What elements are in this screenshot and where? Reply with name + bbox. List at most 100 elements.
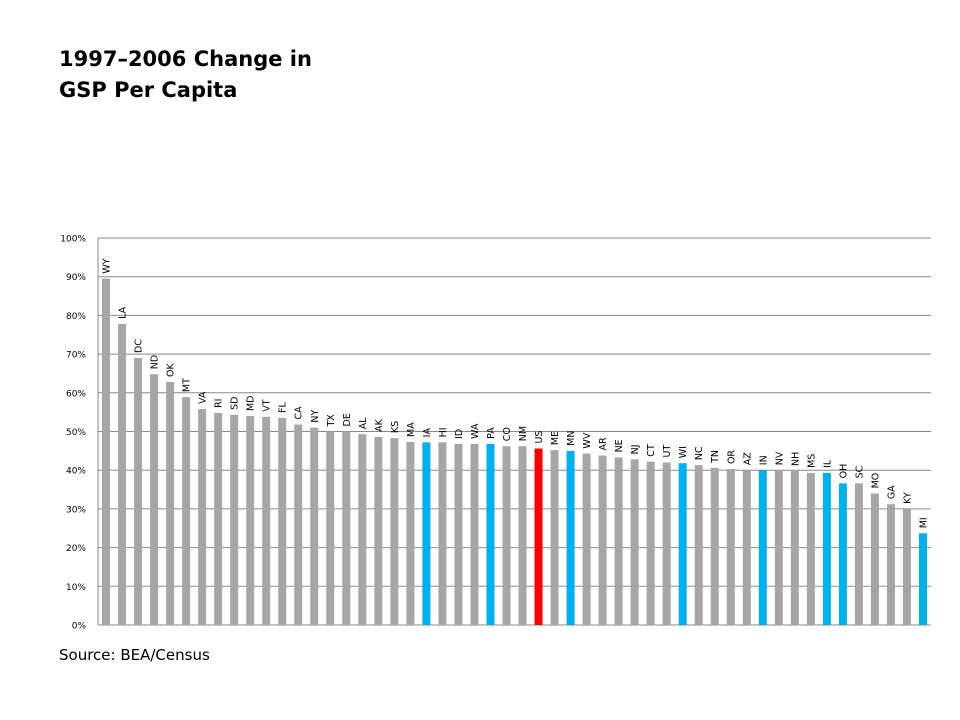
bar-nh [790,470,799,625]
bar-label-ut: UT [662,445,673,458]
bar-in [758,470,767,625]
y-tick-label: 20% [66,544,86,554]
bar-wa [470,443,479,625]
bar-wy [102,278,111,625]
bar-label-wy: WY [102,258,113,273]
bar-label-ne: NE [614,439,625,452]
bar-tx [326,431,335,625]
bar-sc [854,483,863,625]
bar-label-nj: NJ [630,444,641,454]
bar-label-hi: HI [438,427,449,437]
bar-id [454,443,463,625]
bar-me [550,450,559,625]
bar-ok [166,381,175,625]
bar-label-nd: ND [150,355,161,369]
bar-al [358,434,367,625]
bar-label-va: VA [198,391,209,404]
bar-label-nc: NC [694,446,705,460]
bar-label-md: MD [246,396,257,412]
bar-mo [870,493,879,625]
bar-wi [678,463,687,625]
chart-title-line-2: GSP Per Capita [59,78,238,102]
bar-hi [438,442,447,625]
bar-vt [262,416,271,625]
bar-de [342,431,351,625]
bar-label-ga: GA [886,485,897,499]
bar-or [726,469,735,625]
bar-mi [918,533,927,625]
bar-la [118,323,127,625]
bar-label-in: IN [758,455,769,465]
bar-ms [806,472,815,625]
bar-label-wv: WV [582,432,593,448]
bar-label-dc: DC [134,339,145,353]
bar-label-mn: MN [566,431,577,446]
bar-ar [598,455,607,625]
y-tick-label: 10% [66,583,86,593]
chart-title-line-1: 1997–2006 Change in [59,47,312,71]
bar-az [742,470,751,625]
bar-ut [662,462,671,625]
bar-label-vt: VT [262,399,273,411]
bar-md [246,416,255,625]
bar-label-ms: MS [806,454,817,468]
bar-label-nm: NM [518,426,529,441]
bar-label-sc: SC [854,465,865,478]
y-tick-label: 0% [72,622,87,632]
bar-ks [390,438,399,625]
bar-label-ia: IA [422,428,433,438]
bar-label-az: AZ [742,452,753,465]
bar-label-id: ID [454,429,465,439]
bar-nd [150,374,159,625]
bar-label-tn: TN [710,450,721,464]
y-tick-label: 40% [66,467,86,477]
bar-label-sd: SD [230,396,241,409]
source-note: Source: BEA/Census [59,646,210,664]
bar-label-tx: TX [326,414,337,428]
bar-label-nv: NV [774,451,785,465]
bar-label-co: CO [502,427,513,441]
bar-label-ky: KY [902,492,913,504]
bar-label-ma: MA [406,422,417,437]
y-tick-label: 60% [66,389,86,399]
bar-label-il: IL [822,459,833,468]
y-tick-label: 70% [66,351,86,361]
bar-label-oh: OH [838,464,849,479]
bar-mn [566,450,575,625]
bar-us [534,448,543,625]
bar-label-al: AL [358,417,369,429]
bar-dc [134,357,143,625]
bar-il [822,472,831,625]
bar-label-ny: NY [310,410,321,423]
bar-label-ca: CA [294,406,305,420]
bar-label-ks: KS [390,421,401,433]
bar-va [198,409,207,625]
bar-label-ar: AR [598,437,609,450]
bar-fl [278,417,287,625]
bar-label-or: OR [726,450,737,464]
bar-mt [182,397,191,625]
bar-ri [214,412,223,625]
bar-ak [374,436,383,625]
bar-ny [310,427,319,625]
bar-ia [422,442,431,625]
bar-nv [774,470,783,625]
bar-co [502,446,511,625]
bar-pa [486,443,495,625]
bar-label-fl: FL [278,401,289,412]
bar-nm [518,446,527,625]
bar-label-nh: NH [790,452,801,466]
y-tick-label: 80% [66,312,86,322]
bar-tn [710,467,719,625]
y-tick-label: 30% [66,505,86,515]
bar-ca [294,424,303,625]
bar-label-wi: WI [678,446,689,458]
bar-label-ok: OK [166,362,177,376]
bar-label-ct: CT [646,444,657,457]
bar-sd [230,414,239,625]
bar-ma [406,441,415,625]
bar-ky [902,508,911,625]
bar-oh [838,483,847,625]
bar-ct [646,461,655,625]
